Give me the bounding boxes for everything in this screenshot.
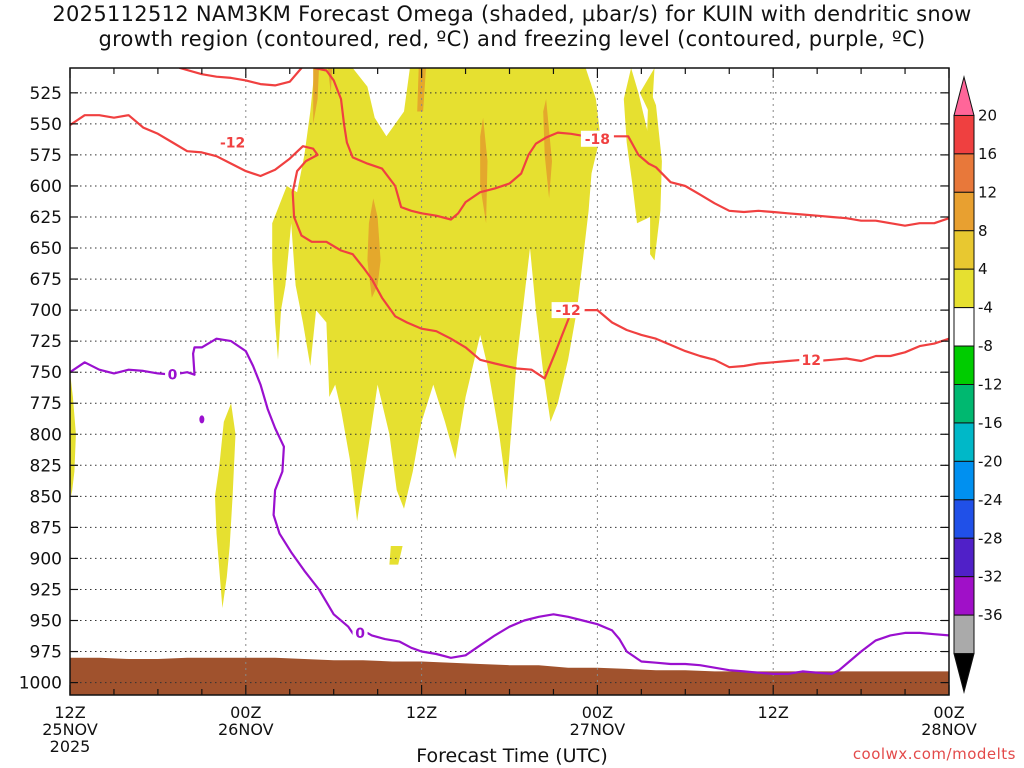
colorbar-label-11: -28: [978, 529, 1003, 547]
colorbar-bin-14: [953, 614, 975, 655]
y-tick-label-950: 950: [30, 612, 62, 632]
contour-line-0: [70, 114, 949, 380]
x-tick-label-12-1: 26NOV: [218, 720, 274, 739]
omega-region-4-0: [272, 68, 601, 522]
y-tick-label-825: 825: [30, 456, 62, 476]
contour-label-bg-1-1: [799, 351, 824, 368]
colorbar-bin-12: [953, 537, 975, 578]
y-tick-label-800: 800: [30, 425, 62, 445]
x-tick-label-0-1: 25NOV: [42, 720, 98, 739]
colorbar-bin-1: [953, 114, 975, 155]
colorbar-bin-10: [953, 460, 975, 501]
contour-label-0-0: -12: [220, 135, 245, 151]
colorbar-bin-6: [953, 307, 975, 347]
contour-label-1-0: -12: [555, 303, 580, 319]
chart-title-line-2: growth region (contoured, red, ºC) and f…: [98, 27, 926, 51]
colorbar-label-13: -36: [978, 606, 1003, 624]
colorbar-bin-13: [953, 576, 975, 616]
y-tick-label-725: 725: [30, 332, 62, 352]
contour-line-1: [178, 68, 303, 87]
contour-label-3-0: 0: [168, 368, 178, 384]
omega-region-4-1: [623, 68, 654, 224]
colorbar-label-6: -8: [978, 337, 993, 355]
y-tick-label-775: 775: [30, 394, 62, 414]
contour-lines: -12 -12 12 -18 0 0: [70, 68, 949, 676]
colorbar-label-7: -12: [978, 376, 1003, 394]
y-tick-label-1000: 1000: [19, 674, 62, 694]
omega-region-8-10: [367, 198, 381, 298]
y-tick-label-900: 900: [30, 549, 62, 569]
colorbar-bottom-arrow: [953, 653, 975, 694]
contour-label-bg-3-1: [352, 624, 368, 641]
y-tick-label-675: 675: [30, 270, 62, 290]
omega-region-4-4: [215, 403, 236, 609]
x-axis-label: Forecast Time (UTC): [416, 745, 608, 767]
x-tick-label-60-0: 00Z: [933, 703, 964, 722]
colorbar-bin-3: [953, 191, 975, 232]
y-tick-label-525: 525: [30, 84, 62, 104]
colorbar-bin-4: [953, 230, 975, 270]
x-tick-label-48-0: 12Z: [758, 703, 789, 722]
contour-label-bg-2-0: [580, 130, 614, 147]
colorbar: 20 16 12 8 4 -4 -8 -12 -16 -20 -24 -28 -32 -36: [953, 75, 1003, 694]
contour-label-bg-1-0: [551, 302, 585, 319]
colorbar-label-9: -20: [978, 452, 1003, 470]
omega-region-8-9: [417, 68, 426, 112]
x-tick-label-60-1: 28NOV: [921, 720, 977, 739]
colorbar-bin-8: [953, 384, 975, 424]
colorbar-top-arrow: [953, 75, 975, 116]
plot-frame: [69, 67, 950, 696]
source-credit: coolwx.com/modelts: [852, 745, 1016, 763]
contour-label-2-0: -18: [585, 132, 610, 148]
colorbar-label-12: -32: [978, 568, 1003, 586]
chart-title: 2025112512 NAM3KM Forecast Omega (shaded…: [0, 2, 1024, 52]
y-axis: 525 550 575 600 625 650 675 700 725 750 775 800 825 8…: [19, 84, 62, 694]
colorbar-label-4: 4: [978, 260, 988, 278]
colorbar-label-10: -24: [978, 491, 1003, 509]
terrain-area: [70, 657, 949, 695]
omega-region-8-7: [313, 68, 319, 124]
gridlines: [70, 68, 949, 695]
colorbar-label-8: -16: [978, 414, 1003, 432]
contour-line-3: [70, 337, 949, 676]
x-tick-label-0-2: 2025: [50, 737, 91, 756]
terrain-polygon: [70, 657, 949, 695]
x-tick-label-36-1: 27NOV: [570, 720, 626, 739]
colorbar-label-3: 8: [978, 222, 988, 240]
colorbar-bin-2: [953, 153, 975, 193]
colorbar-bin-5: [953, 268, 975, 309]
colorbar-label-5: -4: [978, 299, 993, 317]
colorbar-bin-9: [953, 422, 975, 462]
chart-title-line-1: 2025112512 NAM3KM Forecast Omega (shaded…: [52, 2, 972, 26]
x-tick-label-12-0: 00Z: [230, 703, 261, 722]
contour-label-3-1: 0: [355, 626, 365, 642]
y-tick-label-875: 875: [30, 518, 62, 538]
x-tick-label-0-0: 12Z: [54, 703, 85, 722]
y-tick-label-975: 975: [30, 643, 62, 663]
omega-region-4-6: [389, 546, 403, 565]
contour-label-bg-3-0: [165, 366, 181, 383]
y-tick-label-750: 750: [30, 363, 62, 383]
colorbar-bin-11: [953, 499, 975, 539]
colorbar-label-2: 12: [978, 183, 997, 201]
x-tick-label-36-0: 00Z: [582, 703, 613, 722]
y-tick-label-650: 650: [30, 239, 62, 259]
colorbar-bin-7: [953, 345, 975, 385]
y-tick-label-575: 575: [30, 146, 62, 166]
colorbar-label-1: 16: [978, 145, 997, 163]
omega-region-8-12: [480, 117, 488, 224]
y-tick-label-625: 625: [30, 208, 62, 228]
colorbar-label-0: 20: [978, 106, 997, 124]
x-tick-label-24-0: 12Z: [406, 703, 437, 722]
contour-marker-0: [199, 415, 205, 424]
contour-label-bg-0-0: [216, 134, 250, 151]
contour-label-1-1: 12: [802, 353, 821, 369]
y-tick-label-925: 925: [30, 580, 62, 600]
y-tick-label-550: 550: [30, 115, 62, 135]
y-tick-label-600: 600: [30, 177, 62, 197]
y-tick-label-850: 850: [30, 487, 62, 507]
y-tick-label-700: 700: [30, 301, 62, 321]
